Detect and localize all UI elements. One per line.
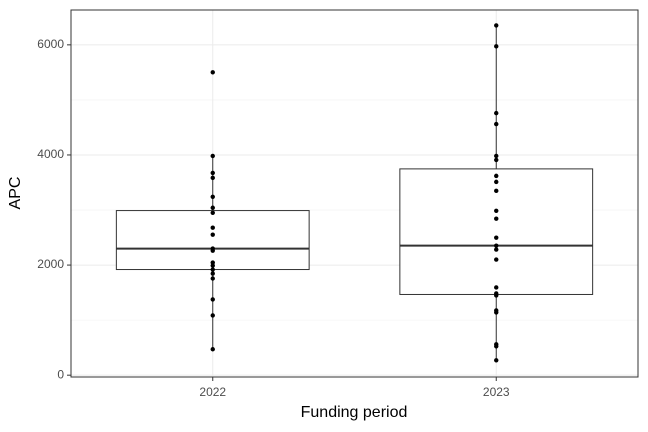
point: [494, 310, 499, 315]
point: [210, 225, 215, 230]
point: [210, 263, 215, 268]
point: [494, 188, 499, 194]
point: [210, 170, 215, 176]
point: [494, 173, 499, 179]
point: [494, 153, 499, 159]
point: [494, 235, 499, 240]
y-tick-label: 0: [57, 367, 64, 381]
point: [494, 44, 499, 49]
point: [210, 153, 215, 159]
point: [494, 23, 499, 28]
point: [210, 276, 215, 281]
point: [210, 267, 215, 272]
y-axis-label: APC: [7, 177, 24, 210]
box: [399, 168, 594, 295]
point: [210, 232, 215, 237]
point: [494, 285, 499, 290]
x-tick-label: 2023: [483, 385, 510, 399]
panel-border: [70, 9, 639, 378]
point: [494, 358, 499, 363]
point: [494, 293, 499, 298]
point: [210, 205, 215, 210]
y-tick-label: 6000: [37, 37, 64, 51]
point: [210, 70, 215, 75]
point: [494, 257, 499, 262]
point: [210, 347, 215, 352]
point: [494, 208, 499, 213]
point: [494, 243, 499, 248]
x-axis-label: Funding period: [301, 404, 408, 421]
point: [210, 297, 215, 302]
point: [210, 313, 215, 318]
point: [494, 157, 499, 163]
point: [494, 216, 499, 221]
point: [210, 248, 215, 253]
x-tick-label: 2022: [199, 385, 226, 399]
box: [115, 210, 310, 271]
point: [210, 210, 215, 215]
point: [210, 194, 215, 200]
y-tick-label: 4000: [37, 147, 64, 161]
point: [494, 121, 499, 127]
point: [210, 175, 215, 181]
point: [494, 110, 499, 116]
point: [210, 271, 215, 276]
point: [494, 344, 499, 349]
point: [494, 247, 499, 252]
point: [494, 179, 499, 185]
y-tick-label: 2000: [37, 257, 64, 271]
